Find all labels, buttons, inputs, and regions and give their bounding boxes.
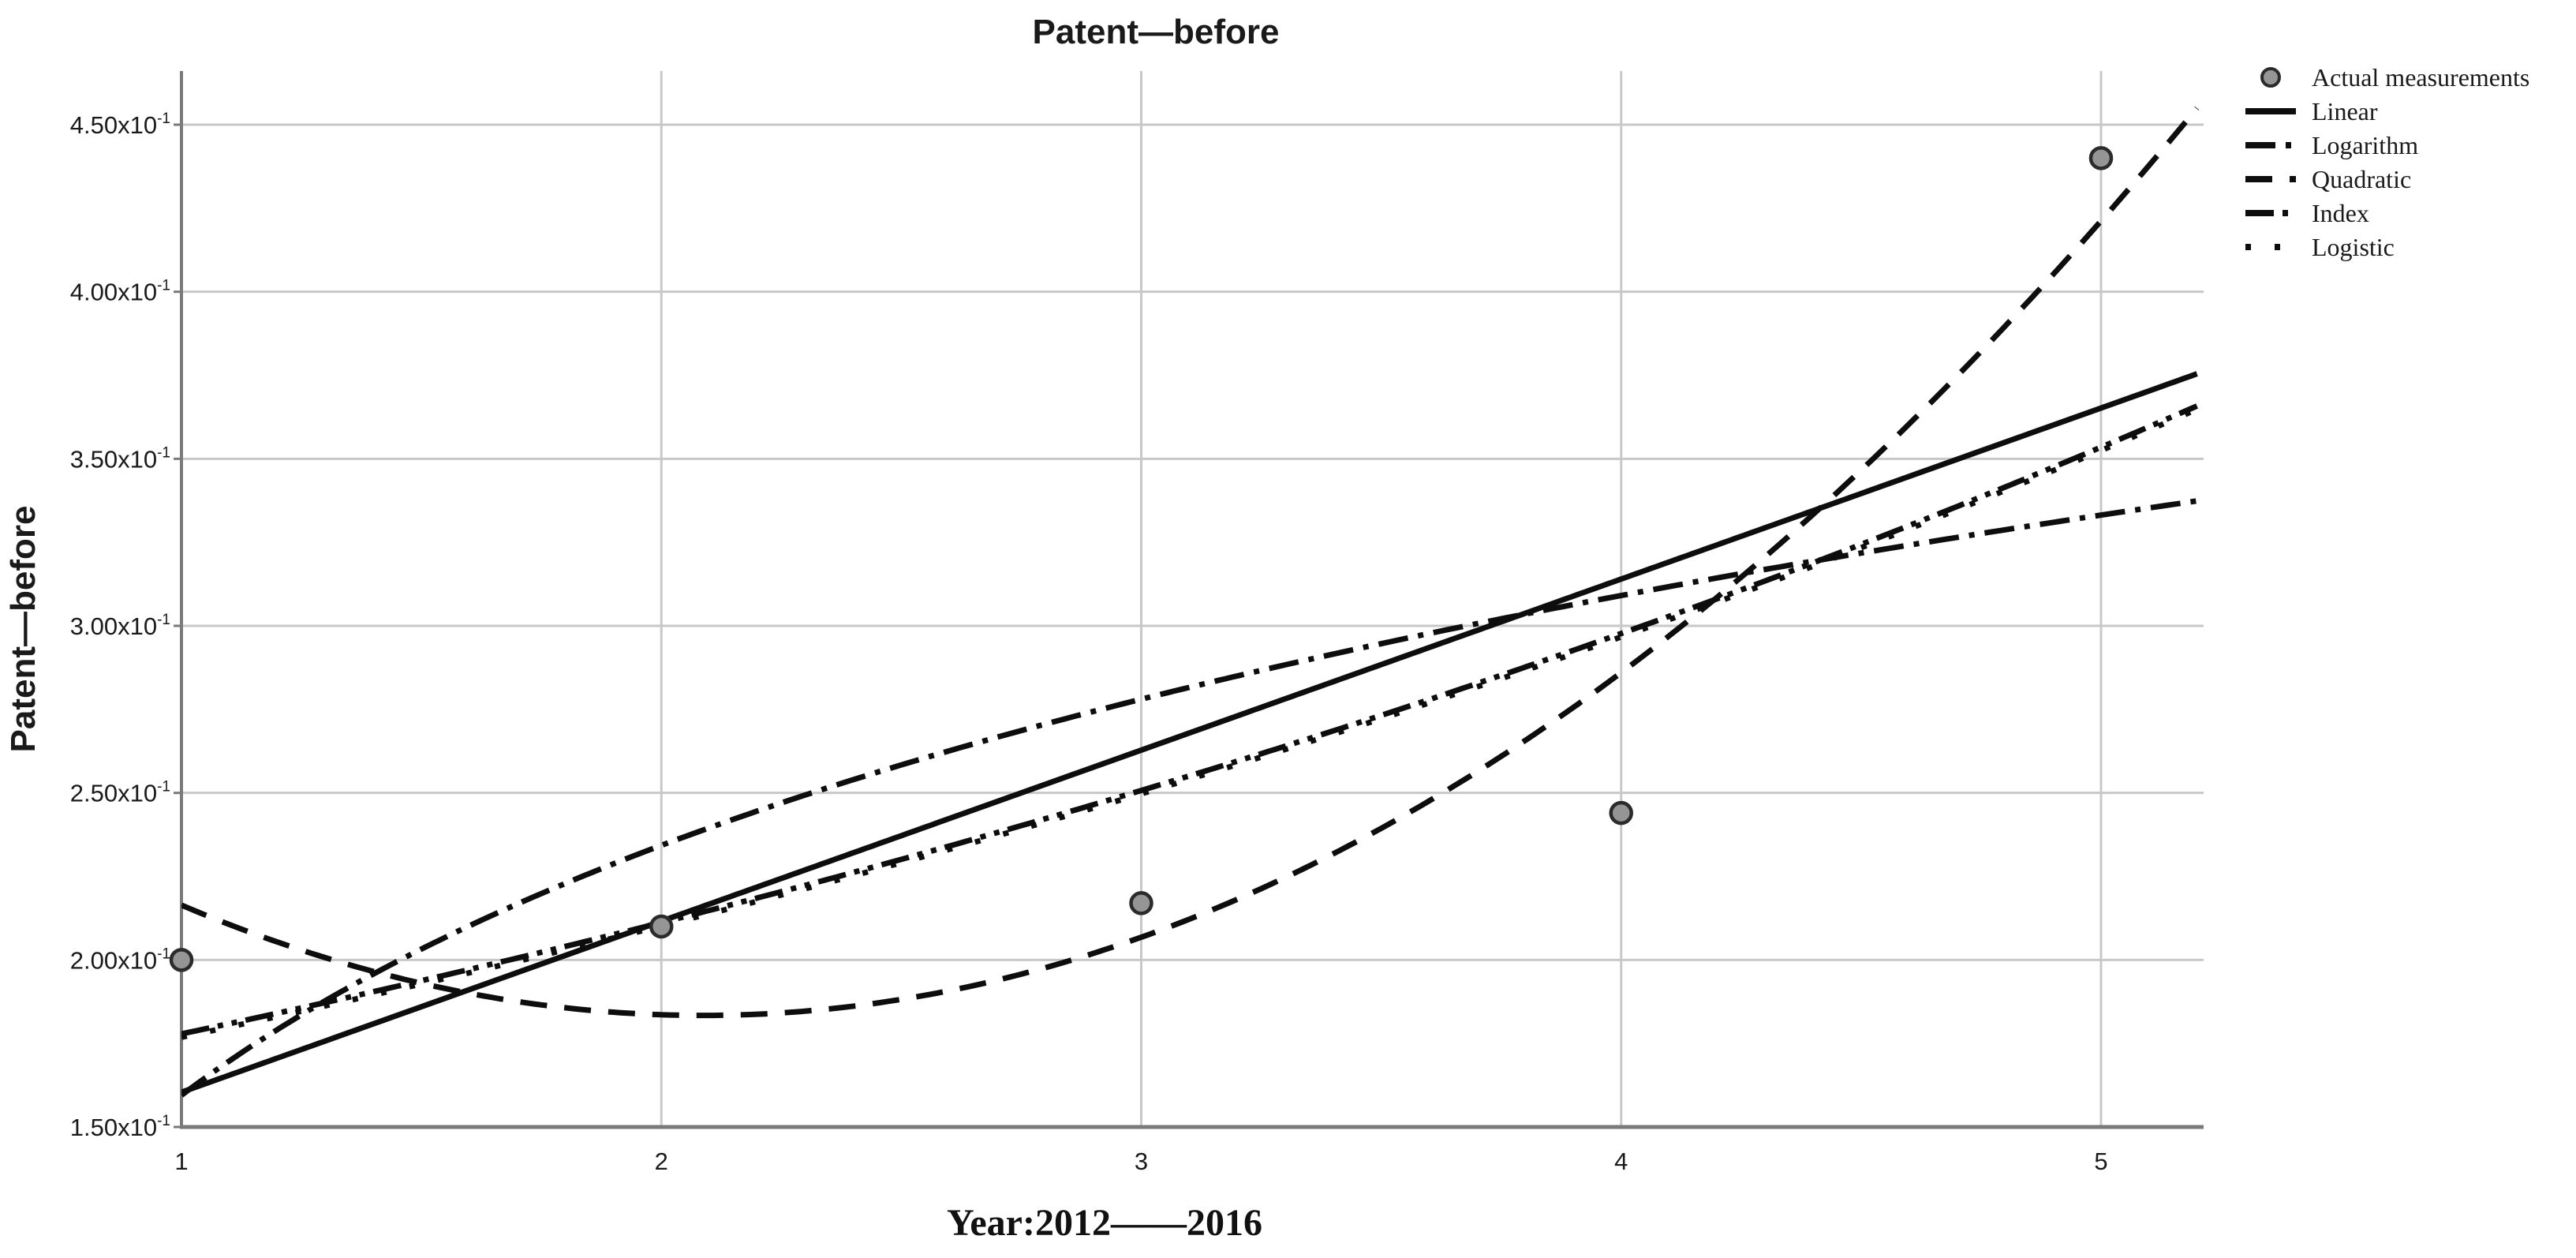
point-year-4: [1609, 800, 1633, 826]
curve-linear: [181, 371, 2198, 1095]
y-tick-label-2.00: 2.00x10-1: [70, 945, 170, 974]
legend-label-actual-measurements: Actual measurements: [2312, 63, 2529, 92]
legend-label-logistic: Logistic: [2312, 233, 2395, 261]
legend-item-logarithm: Logarithm: [2245, 131, 2418, 159]
fit-curves: [181, 106, 2200, 1098]
legend-item-linear: Linear: [2245, 97, 2378, 125]
curve-index: [181, 403, 2199, 1037]
y-tick-label-4.00: 4.00x10-1: [70, 278, 170, 306]
y-axis-title: Patent—before: [4, 506, 43, 753]
x-tick-label-3: 3: [1135, 1148, 1148, 1175]
legend-item-quadratic: Quadratic: [2245, 165, 2411, 193]
x-axis-title: Year:2012——2016: [947, 1202, 1262, 1244]
legend-label-linear: Linear: [2312, 97, 2378, 125]
legend-item-index: Index: [2245, 199, 2369, 227]
point-year-1: [169, 948, 194, 972]
legend-label-logarithm: Logarithm: [2312, 131, 2418, 159]
legend-item-logistic: Logistic: [2245, 233, 2395, 261]
curve-quadratic: [181, 106, 2200, 1019]
gridlines: [181, 71, 2204, 1127]
legend-marker-actual-measurements: [2260, 67, 2281, 88]
y-tick-label-3.00: 3.00x10-1: [70, 612, 170, 640]
x-tick-label-2: 2: [655, 1148, 668, 1175]
tick-labels: 1.50x10-1 2.00x10-1 2.50x10-1 3.00x10-1 3.50…: [70, 110, 2108, 1175]
legend-label-quadratic: Quadratic: [2312, 165, 2411, 193]
point-year-2: [649, 914, 674, 939]
legend-item-actual-measurements: Actual measurements: [2260, 63, 2529, 92]
curve-logistic: [181, 406, 2199, 1040]
x-tick-label-5: 5: [2094, 1148, 2107, 1175]
y-tick-label-4.50: 4.50x10-1: [70, 110, 170, 139]
x-tick-label-1: 1: [174, 1148, 188, 1175]
chart-title: Patent—before: [1033, 13, 1280, 51]
y-tick-label-1.50: 1.50x10-1: [70, 1113, 170, 1141]
y-tick-label-3.50: 3.50x10-1: [70, 444, 170, 473]
legend: Actual measurements Linear Logarithm Quadra…: [2245, 63, 2529, 261]
x-tick-label-4: 4: [1614, 1148, 1628, 1175]
point-year-3: [1129, 891, 1153, 915]
point-year-5: [2088, 146, 2114, 170]
y-tick-label-2.50: 2.50x10-1: [70, 779, 170, 807]
legend-label-index: Index: [2312, 199, 2369, 227]
curve-logarithm: [181, 498, 2198, 1098]
data-points: [169, 146, 2114, 972]
